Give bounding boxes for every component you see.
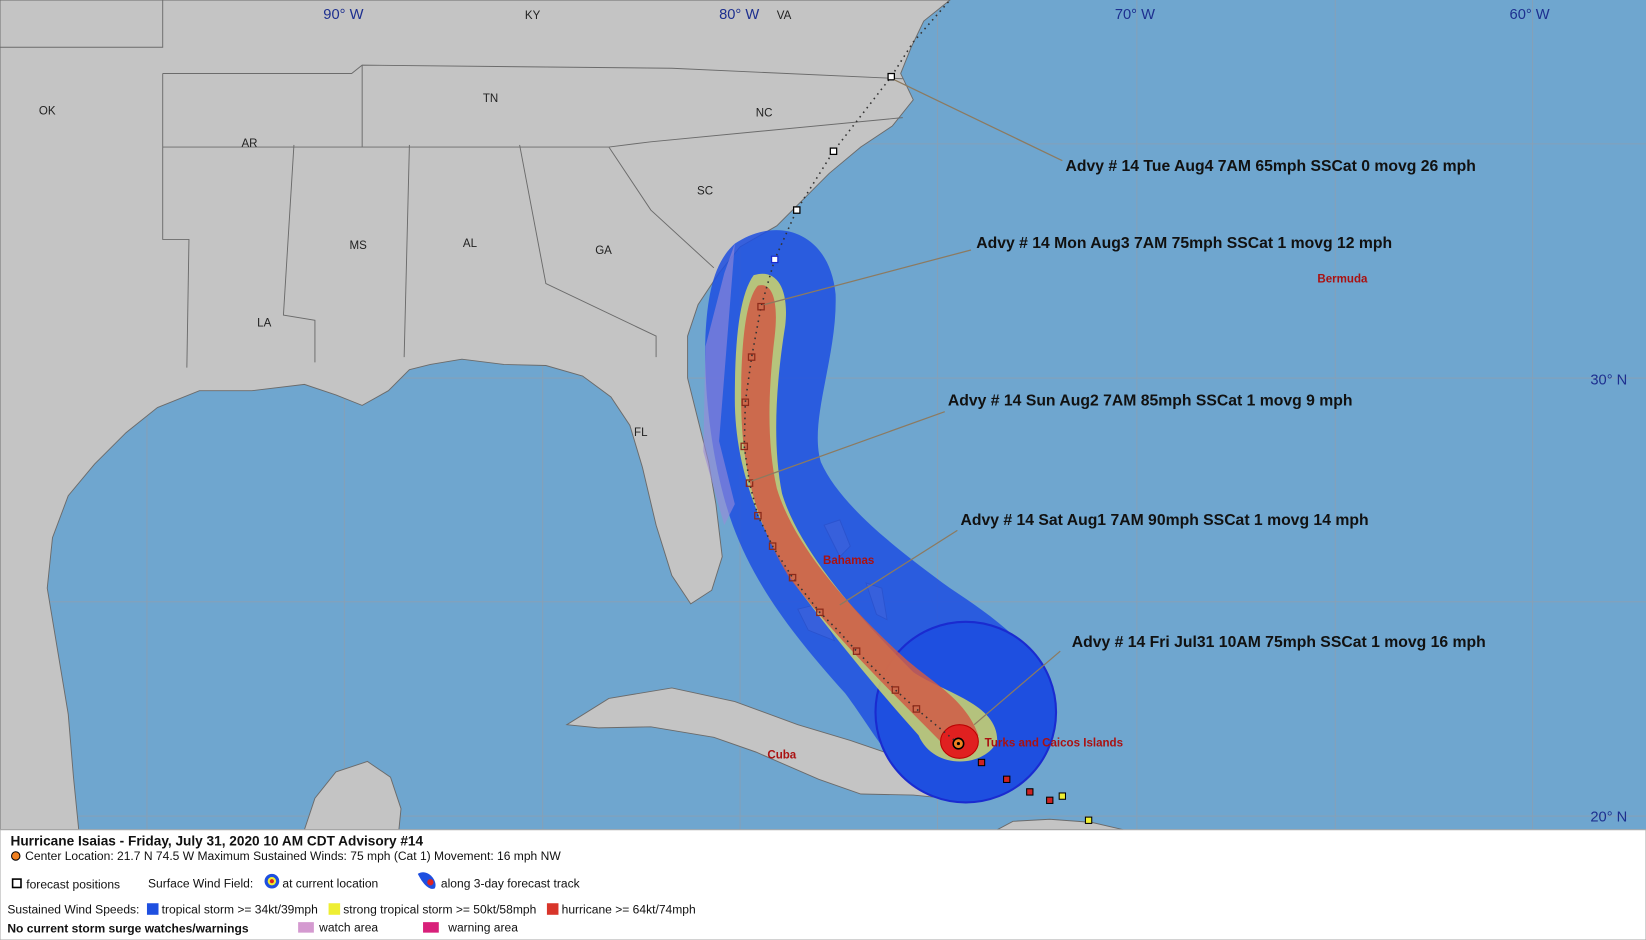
forecast-cone — [703, 230, 1058, 804]
place-label: Turks and Caicos Islands — [985, 738, 1123, 750]
state-label: NC — [756, 108, 773, 120]
place-labels: Bermuda Bahamas Cuba Turks and Caicos Is… — [767, 274, 1368, 762]
advisory-label: Advy # 14 Mon Aug3 7AM 75mph SSCat 1 mov… — [976, 235, 1392, 252]
state-labels: KY VA OK TN NC AR SC MS AL GA LA FL — [39, 10, 792, 439]
lat-label: 20° N — [1590, 809, 1627, 825]
state-label: LA — [257, 318, 271, 330]
legend-item: No current storm surge watches/warnings — [7, 922, 249, 936]
forecast-track — [740, 0, 1093, 824]
lon-label: 70° W — [1115, 7, 1155, 23]
advisory-label: Advy # 14 Sat Aug1 7AM 90mph SSCat 1 mov… — [961, 512, 1369, 529]
place-label: Cuba — [767, 749, 796, 761]
advisory-label: Advy # 14 Fri Jul31 10AM 75mph SSCat 1 m… — [1072, 634, 1486, 651]
legend-item: watch area — [318, 921, 378, 935]
legend-title: Hurricane Isaias - Friday, July 31, 2020… — [10, 833, 423, 848]
legend-item: hurricane >= 64kt/74mph — [562, 903, 696, 917]
state-label: TN — [483, 93, 498, 105]
grid-labels: 90° W 80° W 70° W 60° W 30° N 20° N — [323, 7, 1627, 825]
legend: Hurricane Isaias - Friday, July 31, 2020… — [0, 829, 1646, 940]
advisory-label: Advy # 14 Sun Aug2 7AM 85mph SSCat 1 mov… — [948, 392, 1353, 409]
advisory-leaders — [751, 79, 1063, 726]
state-label: KY — [525, 10, 541, 22]
legend-item: strong tropical storm >= 50kt/58mph — [343, 903, 536, 917]
lon-label: 60° W — [1510, 7, 1550, 23]
advisories: Advy # 14 Tue Aug4 7AM 65mph SSCat 0 mov… — [948, 158, 1486, 651]
legend-item: Surface Wind Field: — [148, 876, 253, 890]
advisory-label: Advy # 14 Tue Aug4 7AM 65mph SSCat 0 mov… — [1065, 158, 1475, 175]
legend-item: tropical storm >= 34kt/39mph — [162, 903, 318, 917]
state-label: GA — [595, 245, 612, 257]
state-label: AR — [241, 138, 257, 150]
state-label: FL — [634, 427, 648, 439]
legend-center: Center Location: 21.7 N 74.5 W Maximum S… — [25, 849, 561, 863]
legend-item: along 3-day forecast track — [441, 876, 581, 890]
legend-item: Sustained Wind Speeds: — [7, 903, 139, 917]
state-label: VA — [777, 10, 792, 22]
place-label: Bermuda — [1317, 274, 1368, 286]
state-label: SC — [697, 185, 713, 197]
state-label: AL — [463, 238, 478, 250]
legend-item: forecast positions — [26, 878, 120, 892]
lat-label: 30° N — [1590, 372, 1627, 388]
legend-item: warning area — [447, 921, 518, 935]
lon-label: 80° W — [719, 7, 759, 23]
state-label: MS — [350, 240, 368, 252]
legend-item: at current location — [282, 876, 378, 890]
lon-label: 90° W — [323, 7, 363, 23]
place-label: Bahamas — [823, 555, 874, 567]
state-label: OK — [39, 105, 56, 117]
